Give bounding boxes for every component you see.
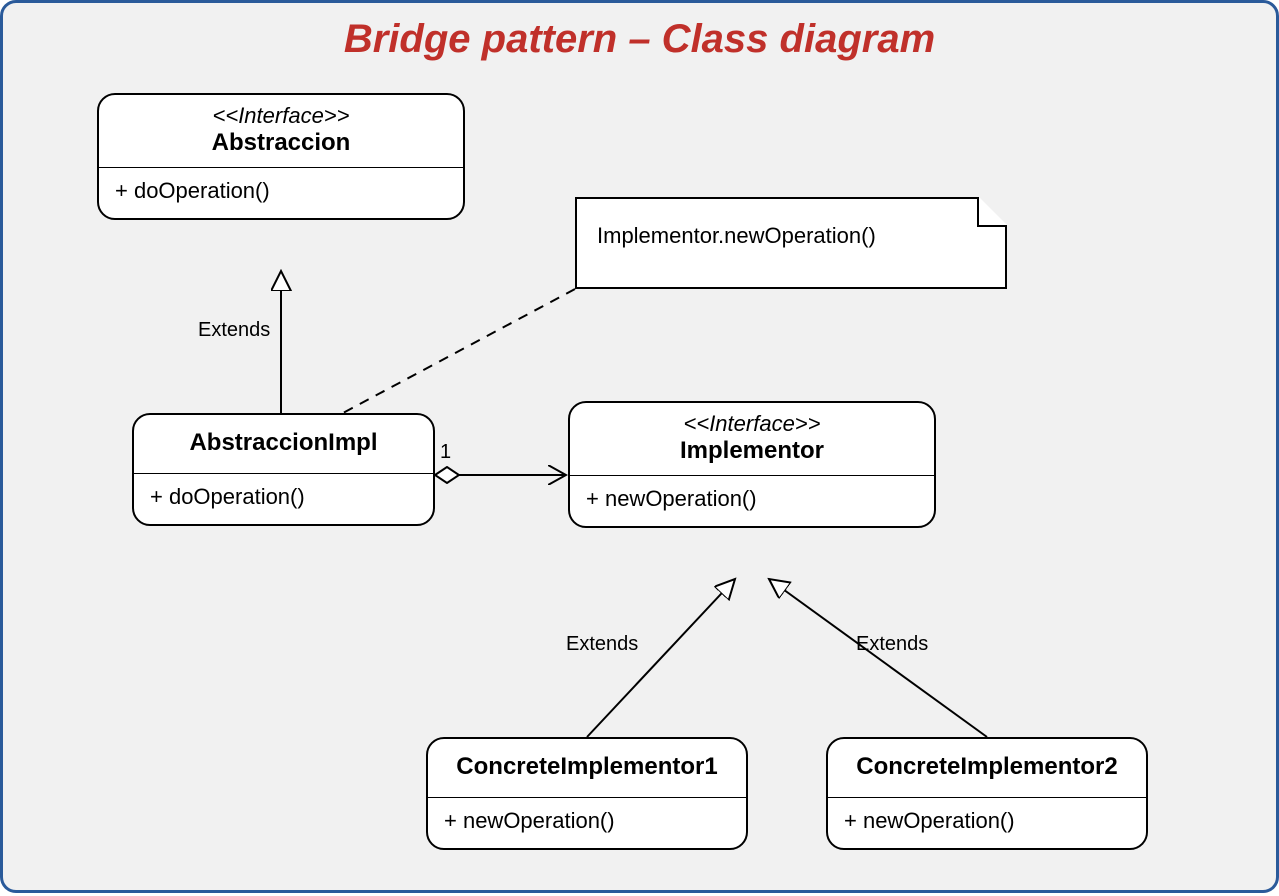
class-implementor-name: Implementor xyxy=(582,437,922,465)
class-abstraccion-impl: AbstraccionImpl + doOperation() xyxy=(132,413,435,526)
class-abstraccion-impl-name: AbstraccionImpl xyxy=(146,423,421,463)
edge-label-extends-abstraccion: Extends xyxy=(198,319,270,342)
class-concrete2-name: ConcreteImplementor2 xyxy=(840,747,1134,787)
class-abstraccion: <<Interface>> Abstraccion + doOperation(… xyxy=(97,93,465,220)
class-implementor-head: <<Interface>> Implementor xyxy=(570,403,934,476)
edge-label-extends-concrete2: Extends xyxy=(856,633,928,656)
class-concrete2: ConcreteImplementor2 + newOperation() xyxy=(826,737,1148,850)
class-implementor: <<Interface>> Implementor + newOperation… xyxy=(568,401,936,528)
class-abstraccion-impl-members: + doOperation() xyxy=(134,474,433,524)
edge-label-multiplicity: 1 xyxy=(440,441,451,464)
class-concrete2-head: ConcreteImplementor2 xyxy=(828,739,1146,798)
uml-note: Implementor.newOperation() xyxy=(575,197,1007,289)
class-implementor-stereotype: <<Interface>> xyxy=(582,411,922,437)
uml-note-text: Implementor.newOperation() xyxy=(577,199,1005,273)
note-fold-icon xyxy=(977,197,1007,227)
class-concrete1-name: ConcreteImplementor1 xyxy=(440,747,734,787)
class-concrete1-members: + newOperation() xyxy=(428,798,746,848)
class-implementor-members: + newOperation() xyxy=(570,476,934,526)
diagram-frame: Bridge pattern – Class diagram <<Interfa… xyxy=(0,0,1279,893)
class-abstraccion-impl-head: AbstraccionImpl xyxy=(134,415,433,474)
class-abstraccion-stereotype: <<Interface>> xyxy=(111,103,451,129)
diagram-title: Bridge pattern – Class diagram xyxy=(3,17,1276,62)
class-concrete1: ConcreteImplementor1 + newOperation() xyxy=(426,737,748,850)
class-concrete2-members: + newOperation() xyxy=(828,798,1146,848)
class-abstraccion-head: <<Interface>> Abstraccion xyxy=(99,95,463,168)
edge-label-extends-concrete1: Extends xyxy=(566,633,638,656)
class-abstraccion-name: Abstraccion xyxy=(111,129,451,157)
class-abstraccion-members: + doOperation() xyxy=(99,168,463,218)
class-concrete1-head: ConcreteImplementor1 xyxy=(428,739,746,798)
